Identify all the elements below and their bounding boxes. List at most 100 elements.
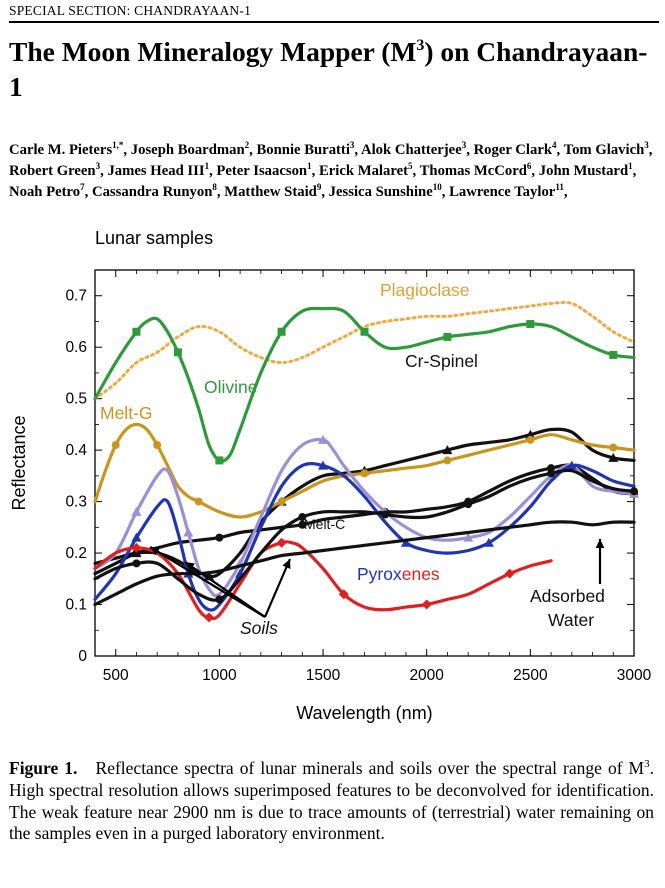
y-tick-label: 0.2 [65, 545, 87, 562]
title-text-start: The Moon Mineralogy Mapper (M [9, 36, 417, 67]
section-header: SPECIAL SECTION: CHANDRAYAAN-1 [9, 3, 252, 18]
series-line-plagioclase [93, 300, 636, 401]
title-text-end: ) on Chandrayaan-1 [9, 36, 648, 102]
author-affiliation: 9 [316, 182, 322, 192]
y-tick-label: 0.3 [65, 494, 87, 511]
author-name-text: Thomas McCord [419, 163, 527, 179]
author-name: Roger Clark4 [473, 140, 557, 159]
author-name: Joseph Boardman2 [130, 140, 250, 159]
article-title: The Moon Mineralogy Mapper (M3) on Chand… [9, 34, 649, 104]
author-name: James Head III1 [107, 161, 210, 180]
data-point [132, 559, 141, 568]
author-name-text: Bonnie Buratti [256, 142, 350, 158]
author-affiliation: 4 [552, 140, 557, 150]
author-list: Carle M. Pieters1,*, Joseph Boardman2, B… [9, 140, 653, 201]
x-tick-label: 1500 [306, 667, 341, 684]
caption-text-1: Reflectance spectra of lunar minerals an… [95, 758, 645, 778]
data-point [131, 542, 142, 553]
author-name: Lawrence Taylor11 [449, 183, 564, 201]
author-name-text: Alok Chatterjee [360, 142, 462, 158]
data-point [215, 456, 224, 465]
author-name-text: Jessica Sunshine [328, 184, 433, 200]
y-tick-label: 0.1 [65, 597, 87, 614]
series-cr-spinel [93, 427, 636, 581]
data-point [547, 469, 556, 478]
data-point [609, 443, 618, 452]
author-name: Noah Petro7 [9, 182, 85, 201]
series-line-melt-c [93, 463, 636, 576]
x-tick-label: 2000 [409, 667, 444, 684]
author-name: Cassandra Runyon8 [92, 182, 217, 201]
x-tick-label: 500 [103, 667, 129, 684]
annotation-label: Pyrox [357, 564, 402, 584]
author-name: Tom Glavich3 [564, 140, 649, 159]
data-point [131, 506, 142, 516]
data-point [442, 445, 453, 455]
data-point [483, 537, 494, 547]
author-name: Alok Chatterjee3 [360, 140, 467, 159]
data-point [183, 527, 194, 537]
chart-title: Lunar samples [95, 228, 213, 248]
series-melt-g [93, 422, 636, 519]
x-tick-label: 2500 [513, 667, 548, 684]
data-point [173, 348, 182, 357]
author-name: Thomas McCord6 [419, 161, 532, 180]
data-point [463, 532, 474, 542]
data-point [360, 327, 369, 336]
author-name-text: Roger Clark [473, 142, 553, 158]
annotation-label: Adsorbed [530, 586, 605, 606]
data-point [566, 460, 577, 470]
series-soil-2 [93, 468, 638, 604]
author-name: Jessica Sunshine10 [328, 183, 442, 201]
author-affiliation: 5 [408, 161, 413, 171]
author-affiliation: 2 [244, 140, 250, 150]
annotation-label: Olivine [204, 377, 258, 397]
author-affiliation: 3 [644, 140, 649, 150]
author-affiliation: 1 [628, 161, 633, 171]
data-point [132, 327, 141, 336]
y-tick-label: 0.5 [65, 391, 87, 408]
series-pyroxene-dark [93, 460, 636, 612]
data-point [630, 487, 638, 496]
data-point [215, 533, 224, 542]
author-name-text: John Mustard [538, 163, 629, 179]
author-name-text: Joseph Boardman [130, 142, 245, 158]
data-point [277, 497, 286, 506]
author-name: Carle M. Pieters1,* [9, 140, 124, 159]
data-point [525, 429, 536, 439]
data-point [132, 549, 141, 558]
chart-annotations: Plagioclase Olivine Cr-Spinel Melt-G Melt-C P… [100, 280, 605, 638]
data-point [609, 350, 618, 359]
data-point [421, 599, 432, 610]
data-point [111, 440, 120, 449]
data-point [318, 434, 329, 444]
chart-series [93, 300, 639, 623]
series-line-pyroxene-light [93, 437, 636, 598]
author-name-text: Erick Malaret [318, 163, 409, 179]
author-affiliation: 1 [204, 161, 210, 171]
author-affiliation: 3 [461, 140, 467, 150]
annotation-label: Soils [240, 618, 278, 638]
data-point [204, 612, 215, 623]
arrow-head [185, 562, 195, 571]
author-name: John Mustard1 [538, 161, 633, 180]
data-point [277, 327, 286, 336]
x-tick-label: 1000 [202, 667, 237, 684]
author-affiliation: 7 [80, 182, 85, 192]
annotation-arrow [184, 561, 266, 618]
author-affiliation: 1,* [112, 140, 124, 150]
author-affiliation: 8 [212, 182, 217, 192]
caption-label: Figure 1. [9, 758, 78, 778]
data-point [298, 513, 307, 522]
data-point [215, 595, 224, 604]
author-name-text: Robert Green [9, 163, 96, 179]
author-name: Peter Isaacson1 [216, 162, 311, 180]
y-tick-label: 0.6 [65, 339, 87, 356]
data-point [381, 510, 390, 519]
series-line-soil-1 [93, 520, 636, 607]
author-name: Erick Malaret5 [318, 161, 413, 180]
series-soil-1 [93, 520, 636, 607]
annotation-label: Cr-Spinel [405, 351, 478, 371]
annotation-label: enes [402, 564, 440, 584]
author-affiliation: 6 [526, 161, 532, 171]
